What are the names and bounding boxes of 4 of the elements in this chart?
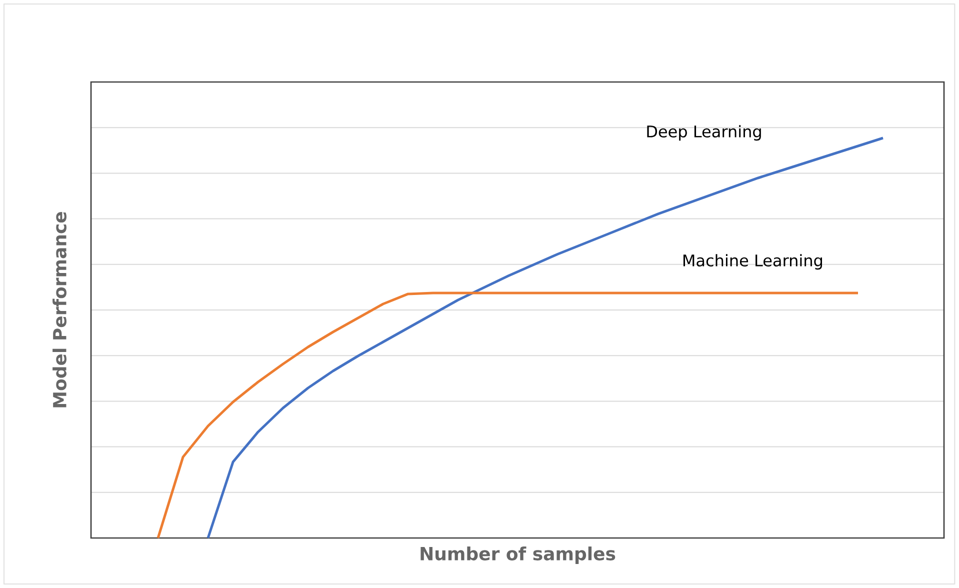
text: Deep Learning xyxy=(647,125,761,141)
series-label: Machine Learning xyxy=(683,254,822,270)
x-axis-title: Number of samples xyxy=(420,546,616,564)
y-axis-title: Model Performance xyxy=(52,212,66,408)
